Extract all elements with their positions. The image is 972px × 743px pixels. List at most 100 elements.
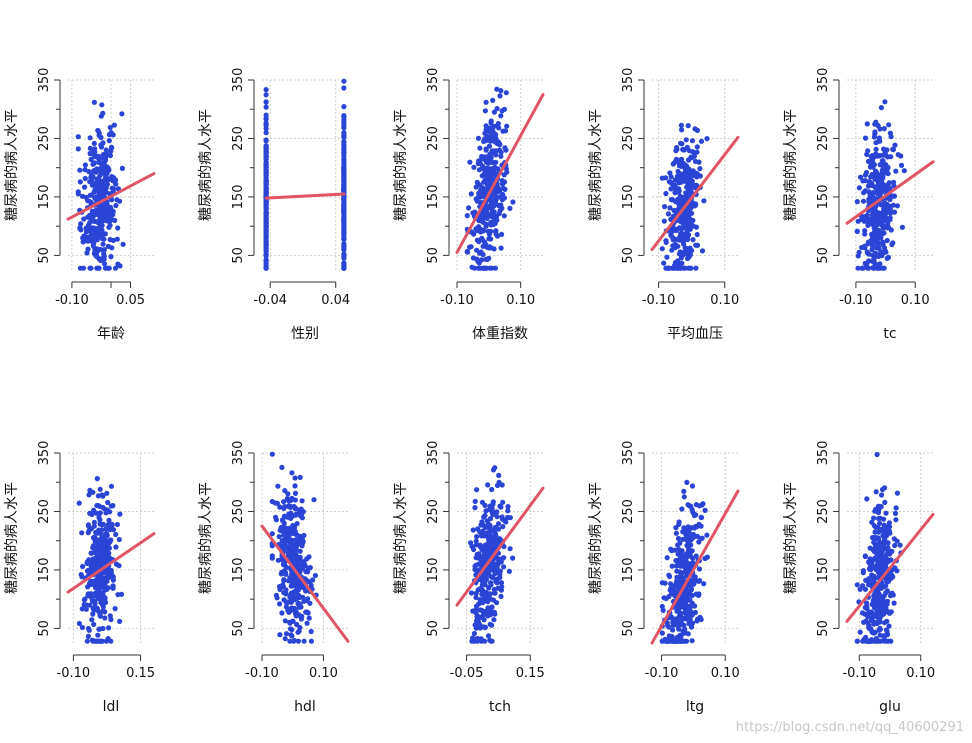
x-tick-label: -0.04 bbox=[253, 293, 287, 308]
data-point bbox=[468, 244, 474, 250]
data-point bbox=[498, 245, 504, 251]
data-point bbox=[509, 555, 516, 561]
x-axis-label: tc bbox=[883, 326, 896, 342]
data-point bbox=[82, 175, 88, 182]
data-point bbox=[494, 86, 500, 92]
y-tick-label: 150 bbox=[426, 558, 441, 583]
y-tick-label: 50 bbox=[231, 620, 246, 637]
data-point bbox=[486, 585, 492, 591]
y-tick-label: 250 bbox=[621, 499, 636, 524]
data-point bbox=[665, 211, 672, 217]
data-point bbox=[678, 255, 684, 261]
data-point bbox=[870, 574, 876, 580]
data-point bbox=[263, 224, 269, 230]
data-point bbox=[683, 638, 690, 644]
data-point bbox=[873, 119, 879, 125]
data-point bbox=[685, 181, 691, 187]
data-point bbox=[862, 135, 869, 141]
data-point bbox=[862, 611, 868, 617]
data-point bbox=[104, 586, 110, 593]
data-point bbox=[873, 636, 879, 642]
data-point bbox=[688, 586, 695, 592]
data-point bbox=[663, 239, 669, 245]
data-point bbox=[672, 638, 678, 644]
data-point bbox=[494, 106, 500, 112]
data-point bbox=[484, 181, 490, 187]
data-point bbox=[877, 526, 884, 532]
data-point bbox=[263, 257, 269, 263]
data-point bbox=[478, 522, 484, 528]
data-point bbox=[491, 590, 497, 596]
data-point bbox=[878, 583, 884, 590]
data-point bbox=[675, 535, 682, 542]
data-point bbox=[872, 176, 878, 182]
data-point bbox=[860, 570, 866, 576]
data-point bbox=[686, 157, 692, 163]
data-point bbox=[666, 265, 672, 271]
x-tick-label: 0.10 bbox=[309, 666, 338, 681]
data-point bbox=[483, 147, 489, 153]
data-point bbox=[91, 140, 97, 146]
data-point bbox=[487, 175, 493, 182]
data-point bbox=[114, 236, 120, 242]
data-point bbox=[106, 625, 112, 631]
scatter-points bbox=[75, 99, 126, 271]
data-point bbox=[107, 153, 113, 159]
data-point bbox=[478, 213, 485, 219]
data-point bbox=[88, 526, 95, 532]
data-point bbox=[664, 555, 670, 561]
y-axis-label: 糖尿病的病人水平 bbox=[588, 109, 604, 221]
data-point bbox=[884, 598, 891, 604]
data-point bbox=[881, 540, 887, 546]
data-point bbox=[290, 542, 296, 548]
data-point bbox=[291, 589, 297, 595]
data-point bbox=[488, 527, 494, 533]
data-point bbox=[694, 144, 700, 150]
data-point bbox=[464, 248, 470, 255]
data-point bbox=[92, 195, 98, 201]
data-point bbox=[867, 545, 873, 551]
y-tick-label: 50 bbox=[621, 247, 636, 264]
y-tick-label: 350 bbox=[621, 441, 636, 466]
data-point bbox=[894, 203, 901, 209]
panel-ltg: 50 150 250 350 糖尿病的病人水平 -0.10 0.10 ltg bbox=[588, 441, 740, 715]
data-point bbox=[111, 175, 117, 181]
data-point bbox=[676, 519, 682, 525]
data-point bbox=[876, 591, 882, 597]
data-point bbox=[98, 548, 104, 554]
y-tick-label: 150 bbox=[816, 558, 831, 583]
data-point bbox=[498, 580, 505, 586]
data-point bbox=[306, 615, 312, 621]
data-point bbox=[855, 218, 861, 224]
data-point bbox=[506, 568, 512, 575]
data-point bbox=[678, 214, 684, 220]
x-axis-label: glu bbox=[879, 699, 901, 715]
data-point bbox=[76, 620, 82, 627]
data-point bbox=[885, 540, 891, 546]
data-point bbox=[286, 503, 292, 509]
data-point bbox=[88, 238, 94, 244]
data-point bbox=[891, 179, 897, 185]
data-point bbox=[115, 261, 121, 267]
data-point bbox=[110, 577, 116, 583]
data-point bbox=[691, 525, 698, 531]
data-point bbox=[680, 536, 686, 542]
data-point bbox=[874, 264, 880, 270]
data-point bbox=[490, 133, 496, 139]
data-point bbox=[491, 109, 497, 115]
data-point bbox=[112, 265, 119, 271]
data-point bbox=[489, 265, 495, 271]
data-point bbox=[87, 580, 93, 587]
x-tick-label: -0.10 bbox=[55, 293, 89, 308]
data-point bbox=[110, 503, 116, 509]
data-point bbox=[341, 244, 347, 250]
y-tick-label: 150 bbox=[816, 185, 831, 210]
data-point bbox=[341, 214, 347, 220]
data-point bbox=[95, 632, 101, 638]
data-point bbox=[79, 530, 85, 536]
data-point bbox=[341, 254, 347, 260]
data-point bbox=[884, 551, 890, 558]
data-point bbox=[86, 492, 92, 498]
data-point bbox=[867, 638, 873, 644]
